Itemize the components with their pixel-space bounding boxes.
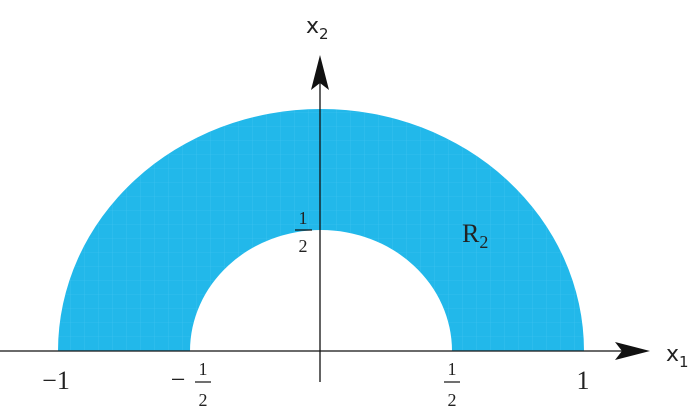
svg-text:−: − bbox=[171, 365, 186, 394]
x-tick-one: 1 bbox=[577, 366, 590, 395]
svg-text:2: 2 bbox=[299, 236, 308, 256]
svg-text:2: 2 bbox=[448, 390, 457, 410]
x-axis-label: x1 bbox=[666, 342, 689, 371]
y-axis-arrow bbox=[311, 55, 329, 90]
y-axis-label: x2 bbox=[306, 14, 329, 43]
svg-text:1: 1 bbox=[199, 359, 208, 379]
x-axis-arrow bbox=[615, 342, 650, 360]
y-tick-half: 1 2 bbox=[295, 208, 312, 256]
svg-text:1: 1 bbox=[299, 208, 308, 228]
svg-text:2: 2 bbox=[199, 390, 208, 410]
x-tick-minus-half: − 1 2 bbox=[171, 359, 211, 410]
x-tick-minus-one: −1 bbox=[42, 366, 70, 395]
region-texture bbox=[58, 109, 584, 351]
svg-text:1: 1 bbox=[448, 359, 457, 379]
region-label: R2 bbox=[462, 219, 488, 252]
x-tick-half: 1 2 bbox=[444, 359, 460, 410]
